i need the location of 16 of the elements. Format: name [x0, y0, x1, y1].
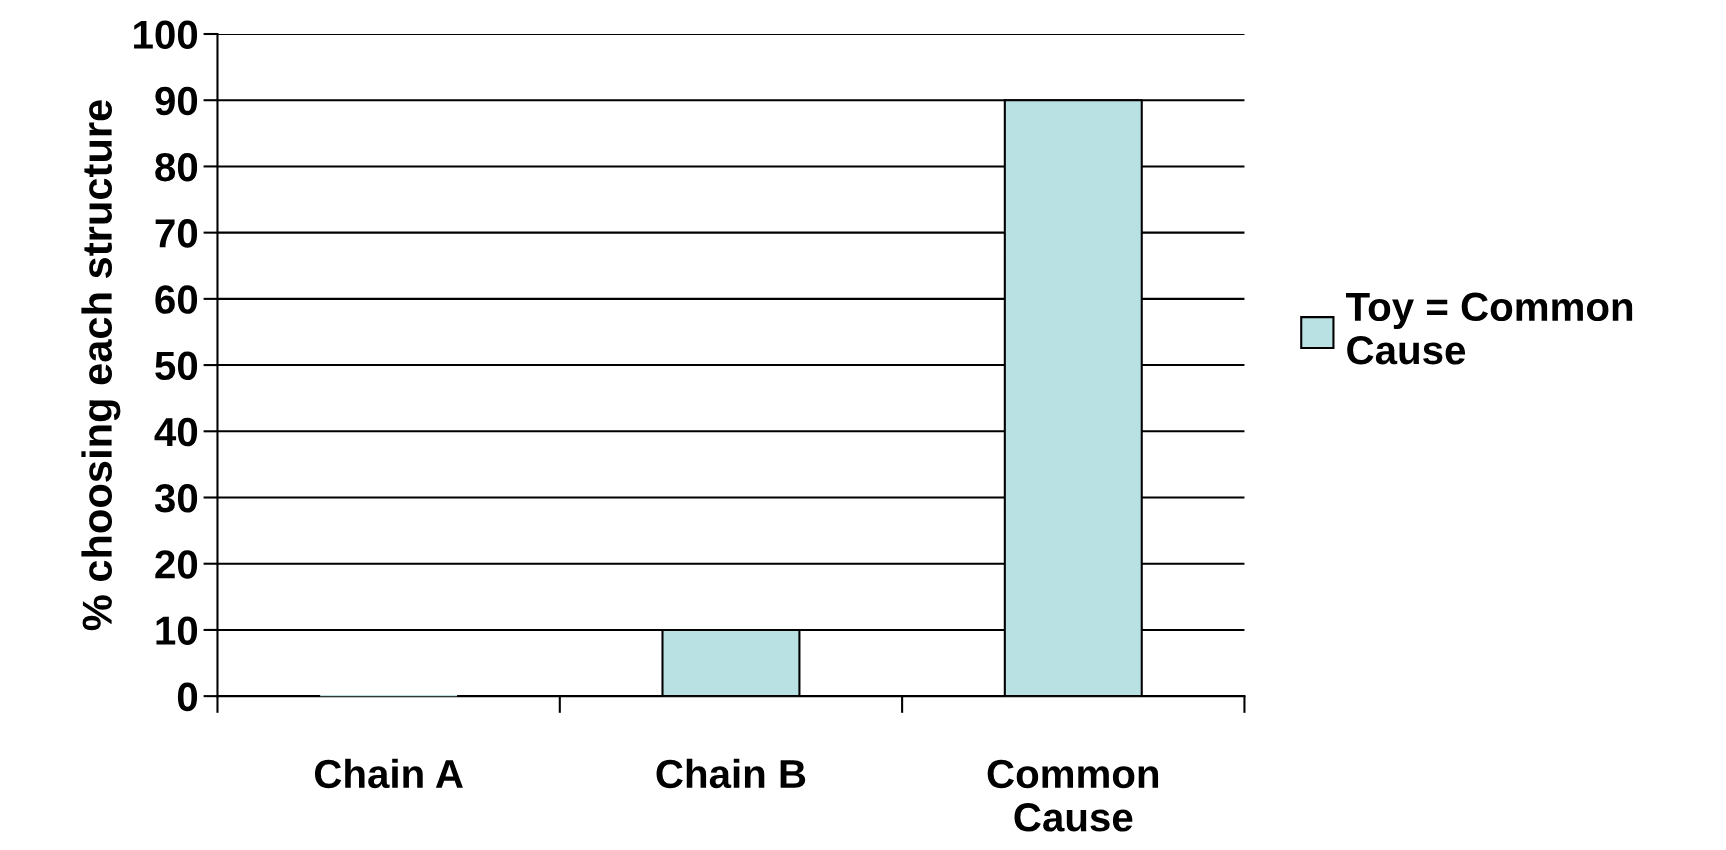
x-tick-label: Chain B: [656, 758, 806, 789]
legend-label: Toy = Common Cause: [1345, 292, 1633, 365]
y-tick-label: 90: [155, 86, 198, 116]
y-tick-label: 0: [177, 682, 198, 712]
y-tick-label: 20: [155, 550, 198, 579]
y-tick-label: 100: [134, 20, 198, 49]
y-tick-label: 60: [155, 285, 198, 314]
y-tick-label: 40: [154, 417, 198, 447]
y-tick-label: 80: [155, 152, 198, 182]
x-tick-label: Chain A: [314, 758, 463, 789]
y-axis-title: % choosing each structure: [81, 100, 121, 631]
y-tick-label: 50: [155, 351, 198, 381]
y-tick-label: 70: [155, 219, 198, 248]
y-tick-label: 10: [156, 616, 198, 645]
y-tick-label: 30: [154, 483, 198, 513]
x-tick-label: Common Cause: [987, 759, 1159, 832]
